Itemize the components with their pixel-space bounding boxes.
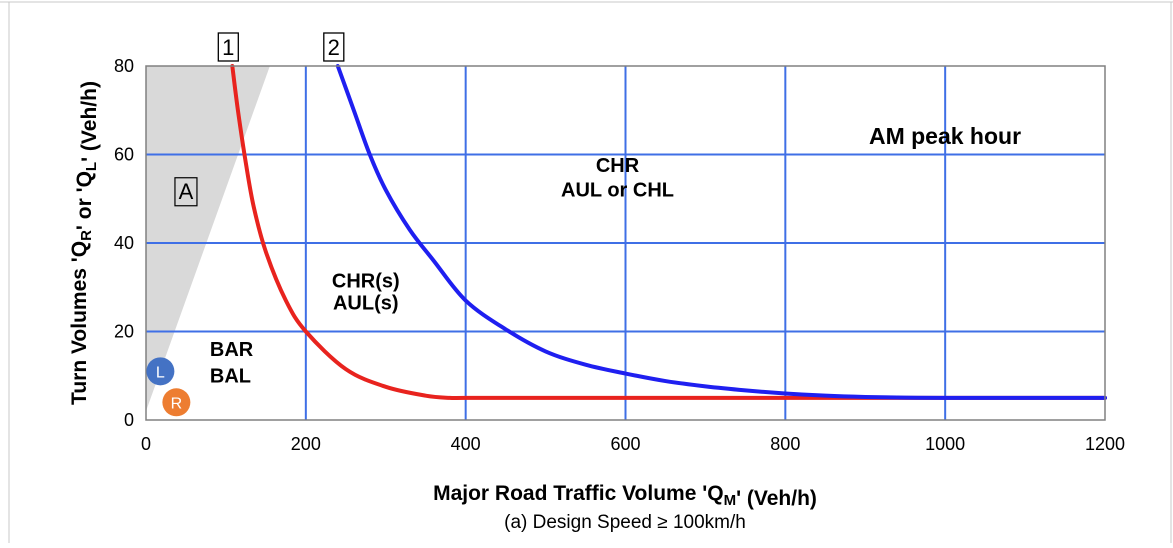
region-label: CHR(s) (332, 270, 400, 292)
marker-r-circle (162, 388, 191, 417)
y-tick-label: 0 (124, 410, 134, 430)
series-marker-box (217, 32, 239, 62)
x-tick-label: 800 (770, 434, 800, 454)
y-tick-label: 40 (114, 233, 134, 253)
marker-l-circle (146, 357, 175, 386)
x-tick-label: 200 (291, 434, 321, 454)
y-tick-label: 80 (114, 56, 134, 76)
region-label: BAR (210, 339, 254, 361)
x-tick-label: 1000 (925, 434, 965, 454)
annotation-layer: 1 2 A CHR AUL or CHL CHR(s)AUL(s) BAR BAL LR (146, 32, 674, 417)
series-marker-box (323, 32, 345, 62)
region-label: AUL(s) (333, 292, 399, 314)
x-tick-label: 600 (610, 434, 640, 454)
region-label: AUL or CHL (561, 180, 674, 202)
series-marker-label: 1 (222, 35, 234, 60)
chart-subtitle: (a) Design Speed ≥ 100km/h (504, 512, 746, 533)
series-2-line (335, 64, 1107, 400)
series-marker-label: 2 (328, 35, 340, 60)
marker-l-label: L (156, 364, 165, 381)
region-a-box (174, 177, 198, 207)
region-a-label: A (179, 179, 194, 204)
x-tick-label: 0 (141, 434, 151, 454)
region-label: BAL (210, 365, 251, 387)
tick-label-layer: 0 200 400 600 800 1000 1200 0 20 40 60 80 (114, 56, 1125, 454)
curve-layer (230, 64, 1107, 401)
x-tick-label: 1200 (1085, 434, 1125, 454)
y-tick-label: 20 (114, 322, 134, 342)
grid-layer (146, 66, 1105, 420)
y-tick-label: 60 (114, 145, 134, 165)
marker-r-label: R (171, 395, 183, 412)
chart-title: AM peak hour (869, 123, 1021, 149)
region-label: CHR (596, 155, 640, 177)
plot-border (145, 65, 1106, 421)
x-tick-label: 400 (451, 434, 481, 454)
